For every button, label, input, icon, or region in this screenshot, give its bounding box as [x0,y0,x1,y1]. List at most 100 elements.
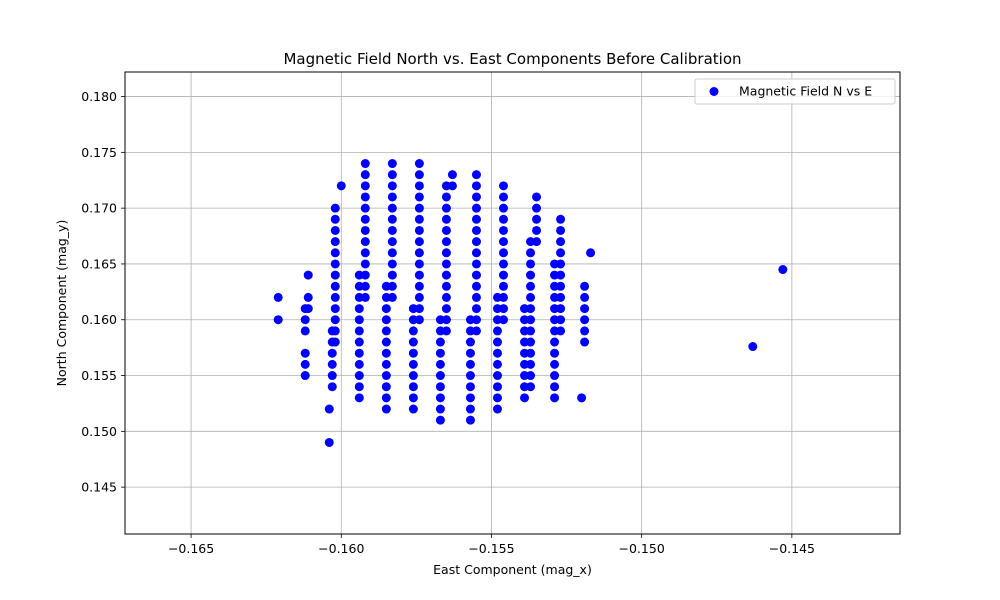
data-point [498,315,508,325]
data-point [492,371,502,381]
y-tick-label: 0.150 [81,424,117,439]
data-point [381,337,391,347]
data-point [580,315,590,325]
data-point [387,292,397,302]
data-point [498,203,508,213]
data-point [441,192,451,202]
data-point [330,225,340,235]
data-point [330,292,340,302]
data-point [441,203,451,213]
data-point [465,337,475,347]
data-point [556,259,566,269]
x-tick-label: −0.165 [168,541,214,556]
data-point [381,315,391,325]
data-point [387,159,397,169]
data-point [471,270,481,280]
data-point [471,281,481,291]
data-point [360,181,370,191]
data-point [387,248,397,258]
data-point [471,237,481,247]
data-point [387,237,397,247]
data-point [408,337,418,347]
data-point [330,315,340,325]
data-point [381,304,391,314]
data-point [550,371,560,381]
data-point [330,281,340,291]
data-point [492,382,502,392]
data-point [414,225,424,235]
data-point [360,292,370,302]
data-point [327,348,337,358]
data-point [381,404,391,414]
data-point [447,181,457,191]
data-point [300,359,310,369]
data-point [408,393,418,403]
data-point [330,337,340,347]
data-point [408,404,418,414]
data-point [387,214,397,224]
data-point [520,393,530,403]
data-point [414,292,424,302]
legend-box [694,78,896,105]
data-point [327,359,337,369]
data-point [300,315,310,325]
data-point [330,270,340,280]
data-point [330,214,340,224]
data-point [556,315,566,325]
data-point [532,214,542,224]
data-point [556,225,566,235]
data-point [526,337,536,347]
data-point [532,203,542,213]
data-point [556,281,566,291]
data-point [748,342,758,352]
data-point [360,159,370,169]
x-axis-label: East Component (mag_x) [433,562,592,577]
data-point [408,326,418,336]
data-point [526,382,536,392]
data-point [471,170,481,180]
data-point [498,237,508,247]
data-point [498,225,508,235]
data-point [465,371,475,381]
x-axis-ticks: −0.165 −0.160 −0.155 −0.150 −0.145 [168,534,815,556]
data-points [273,159,788,447]
x-tick-label: −0.145 [769,541,815,556]
data-point [414,159,424,169]
data-point [354,348,364,358]
data-point [498,214,508,224]
data-point [324,404,334,414]
data-point [408,359,418,369]
y-tick-label: 0.180 [81,89,117,104]
data-point [360,259,370,269]
data-point [441,225,451,235]
data-point [471,181,481,191]
data-point [360,281,370,291]
data-point [492,348,502,358]
data-point [532,192,542,202]
data-point [441,281,451,291]
data-point [550,348,560,358]
data-point [441,292,451,302]
data-point [330,248,340,258]
data-point [526,248,536,258]
data-point [498,281,508,291]
data-point [465,415,475,425]
data-point [354,393,364,403]
data-point [441,214,451,224]
data-point [498,248,508,258]
data-point [498,192,508,202]
data-point [526,348,536,358]
data-point [471,326,481,336]
y-tick-label: 0.165 [81,256,117,271]
data-point [387,225,397,235]
data-point [354,326,364,336]
data-point [387,259,397,269]
data-point [327,371,337,381]
data-point [414,203,424,213]
data-point [526,326,536,336]
data-point [778,265,788,275]
data-point [435,382,445,392]
data-point [435,348,445,358]
data-point [408,348,418,358]
data-point [414,214,424,224]
